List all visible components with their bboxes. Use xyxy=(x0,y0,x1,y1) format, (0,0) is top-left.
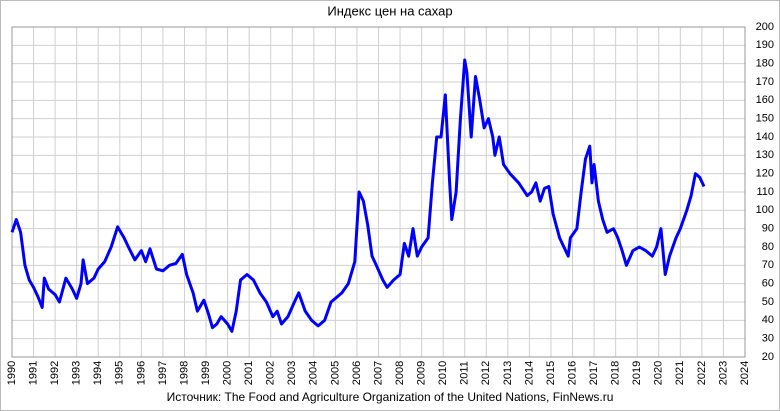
x-tick-label: 1990 xyxy=(6,361,18,385)
y-tick-label: 170 xyxy=(756,76,774,88)
x-tick-label: 2012 xyxy=(480,361,492,385)
y-tick-label: 20 xyxy=(762,351,774,363)
y-tick-label: 200 xyxy=(756,21,774,33)
x-tick-label: 2013 xyxy=(502,361,514,385)
y-tick-label: 110 xyxy=(756,186,774,198)
y-tick-label: 120 xyxy=(756,168,774,180)
y-tick-label: 60 xyxy=(762,278,774,290)
x-tick-label: 2014 xyxy=(523,361,535,385)
y-tick-label: 140 xyxy=(756,131,774,143)
x-tick-label: 2019 xyxy=(631,361,643,385)
x-tick-label: 2007 xyxy=(372,361,384,385)
x-tick-label: 2017 xyxy=(588,361,600,385)
y-tick-label: 160 xyxy=(756,94,774,106)
y-tick-label: 50 xyxy=(762,296,774,308)
x-tick-label: 1998 xyxy=(178,361,190,385)
source: Источник: The Food and Agriculture Organ… xyxy=(167,390,614,404)
x-tick-label: 2008 xyxy=(394,361,406,385)
y-tick-label: 80 xyxy=(762,241,774,253)
y-tick-label: 70 xyxy=(762,259,774,271)
x-tick-label: 2020 xyxy=(653,361,665,385)
x-tick-label: 2016 xyxy=(566,361,578,385)
x-tick-label: 2009 xyxy=(416,361,428,385)
x-tick-label: 2015 xyxy=(545,361,557,385)
plot-border xyxy=(11,26,746,358)
x-tick-label: 1993 xyxy=(71,361,83,385)
x-tick-label: 2024 xyxy=(739,361,751,385)
x-tick-label: 1997 xyxy=(157,361,169,385)
x-tick-label: 1994 xyxy=(92,361,104,385)
y-tick-label: 90 xyxy=(762,223,774,235)
y-tick-label: 150 xyxy=(756,113,774,125)
x-tick-label: 2005 xyxy=(329,361,341,385)
y-tick-label: 190 xyxy=(756,39,774,51)
x-tick-label: 2018 xyxy=(610,361,622,385)
x-tick-label: 2004 xyxy=(308,361,320,385)
x-tick-label: 1991 xyxy=(27,361,39,385)
x-tick-label: 2000 xyxy=(221,361,233,385)
y-tick-label: 30 xyxy=(762,333,774,345)
x-tick-label: 2023 xyxy=(717,361,729,385)
x-tick-label: 2006 xyxy=(351,361,363,385)
x-tick-label: 2002 xyxy=(265,361,277,385)
x-tick-label: 2010 xyxy=(437,361,449,385)
x-tick-label: 2011 xyxy=(459,361,471,385)
x-tick-label: 1992 xyxy=(49,361,61,385)
y-tick-label: 130 xyxy=(756,149,774,161)
x-tick-label: 1996 xyxy=(135,361,147,385)
x-tick-label: 2003 xyxy=(286,361,298,385)
chart-title: Индекс цен на сахар xyxy=(327,3,452,18)
x-tick-label: 2001 xyxy=(243,361,255,385)
y-tick-label: 100 xyxy=(756,204,774,216)
x-tick-label: 1995 xyxy=(114,361,126,385)
line xyxy=(10,58,706,333)
x-tick-label: 1999 xyxy=(200,361,212,385)
y-tick-label: 180 xyxy=(756,58,774,70)
x-tick-label: 2021 xyxy=(674,361,686,385)
y-tick-label: 40 xyxy=(762,314,774,326)
x-tick-label: 2022 xyxy=(696,361,708,385)
